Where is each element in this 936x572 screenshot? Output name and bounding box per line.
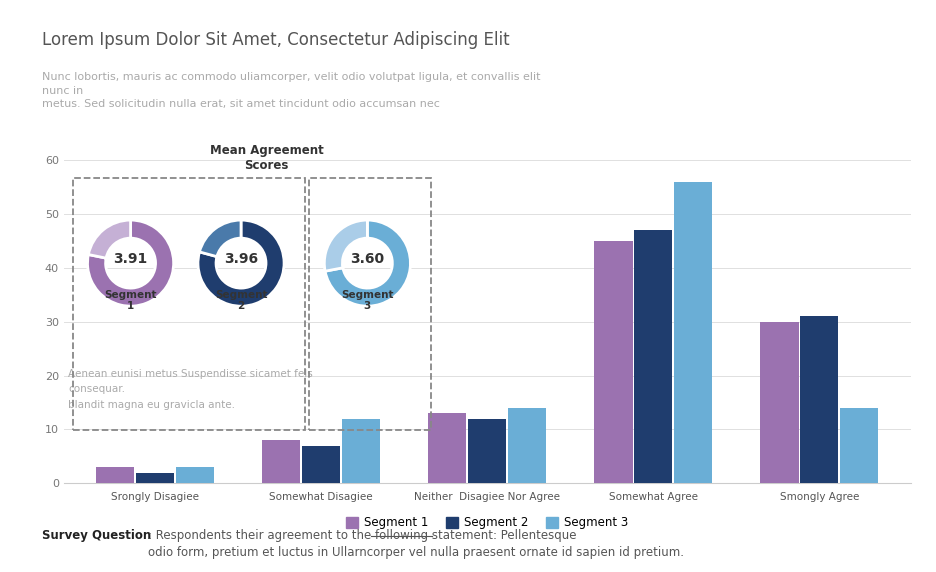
Bar (468, 419, 506, 483)
Text: Segment
3: Segment 3 (341, 290, 394, 311)
Bar (262, 440, 300, 483)
Text: : Respondents their agreement to the following statement: Pellentesque
odio form: : Respondents their agreement to the fol… (148, 529, 684, 559)
Text: Segment
2: Segment 2 (214, 290, 268, 311)
Bar (342, 419, 380, 483)
Text: 3.96: 3.96 (224, 252, 258, 266)
Bar (635, 230, 672, 483)
Bar (176, 467, 214, 483)
Bar (674, 182, 712, 483)
Wedge shape (88, 220, 131, 258)
Text: Nunc lobortis, mauris ac commodo uliamcorper, velit odio volutpat ligula, et con: Nunc lobortis, mauris ac commodo uliamco… (42, 72, 541, 109)
Wedge shape (199, 220, 241, 257)
Wedge shape (325, 220, 410, 306)
Text: 3.60: 3.60 (350, 252, 385, 266)
Legend: Segment 1, Segment 2, Segment 3: Segment 1, Segment 2, Segment 3 (342, 511, 633, 534)
Text: Survey Question: Survey Question (42, 529, 152, 542)
Bar (800, 316, 839, 483)
Bar (594, 241, 633, 483)
Bar (429, 414, 466, 483)
Bar (760, 321, 798, 483)
Wedge shape (88, 220, 174, 306)
Bar (841, 408, 878, 483)
Text: 3.91: 3.91 (113, 252, 148, 266)
Bar (136, 472, 174, 483)
Text: Lorem Ipsum Dolor Sit Amet, Consectetur Adipiscing Elit: Lorem Ipsum Dolor Sit Amet, Consectetur … (42, 31, 510, 49)
Wedge shape (198, 220, 284, 306)
Bar (508, 408, 546, 483)
Text: Aenean eunisi metus Suspendisse sicamet fels
consequar.
blandit magna eu gravicl: Aenean eunisi metus Suspendisse sicamet … (68, 368, 313, 410)
Text: Segment
1: Segment 1 (104, 290, 157, 311)
Bar (96, 467, 134, 483)
Text: Mean Agreement
Scores: Mean Agreement Scores (210, 144, 324, 172)
Wedge shape (325, 220, 368, 271)
Bar (302, 446, 340, 483)
